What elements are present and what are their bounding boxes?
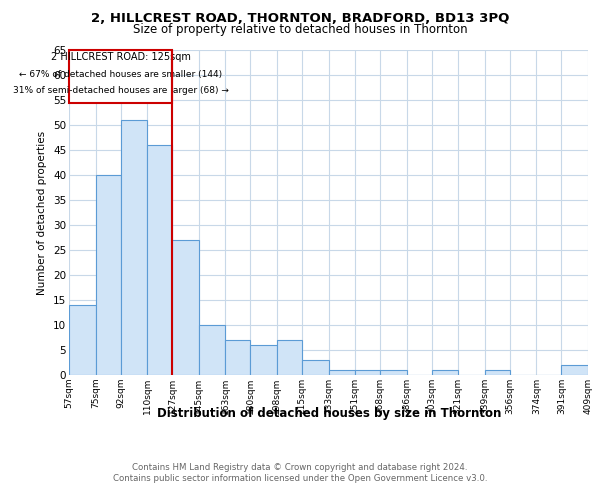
- Bar: [432, 370, 458, 375]
- Bar: [147, 145, 172, 375]
- Bar: [121, 120, 147, 375]
- Text: Distribution of detached houses by size in Thornton: Distribution of detached houses by size …: [157, 408, 501, 420]
- Bar: [69, 305, 95, 375]
- Bar: [485, 370, 510, 375]
- Text: Contains HM Land Registry data © Crown copyright and database right 2024.: Contains HM Land Registry data © Crown c…: [132, 462, 468, 471]
- Text: 31% of semi-detached houses are larger (68) →: 31% of semi-detached houses are larger (…: [13, 86, 229, 95]
- Bar: [562, 365, 588, 375]
- Text: Size of property relative to detached houses in Thornton: Size of property relative to detached ho…: [133, 22, 467, 36]
- Text: Contains public sector information licensed under the Open Government Licence v3: Contains public sector information licen…: [113, 474, 487, 483]
- Bar: [250, 345, 277, 375]
- Bar: [302, 360, 329, 375]
- Bar: [225, 340, 250, 375]
- Bar: [380, 370, 407, 375]
- Bar: [69, 50, 172, 102]
- Bar: [199, 325, 225, 375]
- Bar: [329, 370, 355, 375]
- Bar: [355, 370, 380, 375]
- Text: 2, HILLCREST ROAD, THORNTON, BRADFORD, BD13 3PQ: 2, HILLCREST ROAD, THORNTON, BRADFORD, B…: [91, 12, 509, 26]
- Bar: [95, 175, 121, 375]
- Text: 2 HILLCREST ROAD: 125sqm: 2 HILLCREST ROAD: 125sqm: [50, 52, 191, 62]
- Y-axis label: Number of detached properties: Number of detached properties: [37, 130, 47, 294]
- Bar: [172, 240, 199, 375]
- Text: ← 67% of detached houses are smaller (144): ← 67% of detached houses are smaller (14…: [19, 70, 222, 78]
- Bar: [277, 340, 302, 375]
